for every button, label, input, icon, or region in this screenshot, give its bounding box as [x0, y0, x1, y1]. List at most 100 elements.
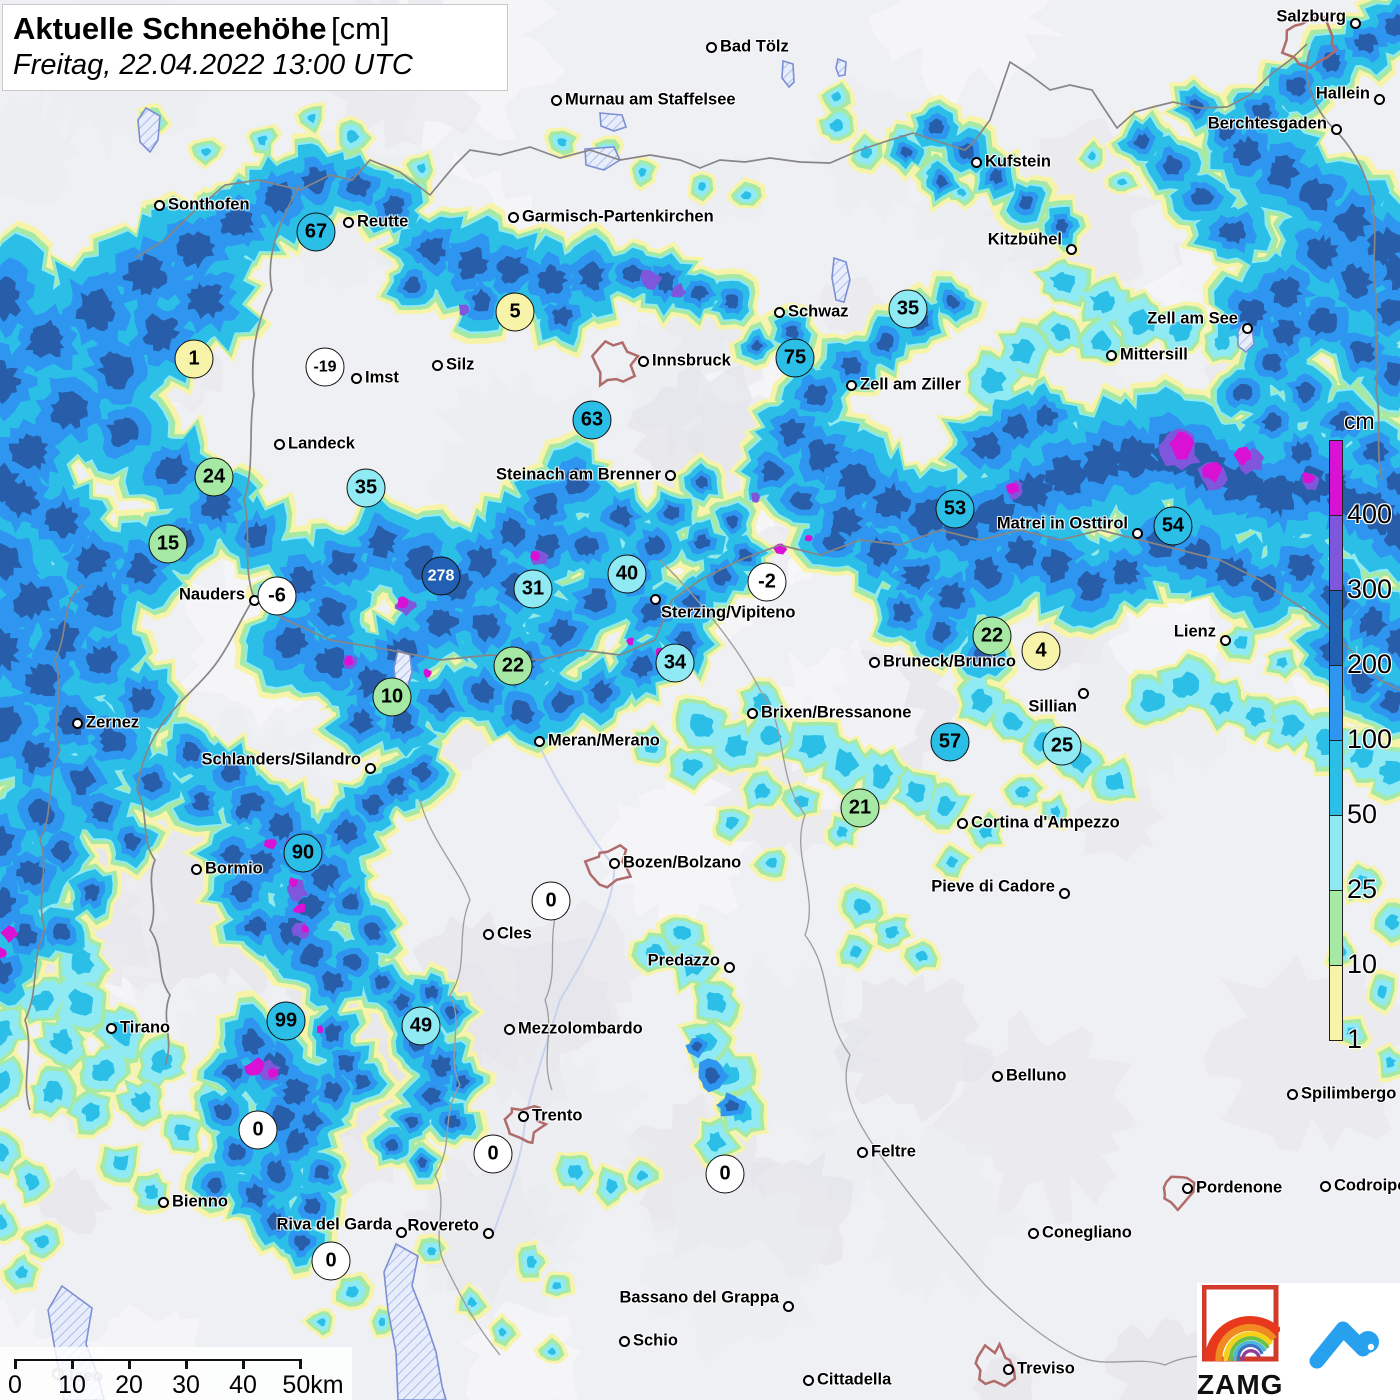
snow-depth-field — [0, 0, 1400, 1364]
city-label: Imst — [365, 368, 399, 387]
city-label: Steinach am Brenner — [495, 465, 661, 484]
rivers — [491, 744, 616, 1239]
station-value-badge: 15 — [148, 524, 188, 564]
city-marker — [856, 1146, 868, 1158]
legend-segment: 10 — [1329, 890, 1377, 979]
station-value-badge: 99 — [266, 1001, 306, 1041]
city-marker — [991, 1070, 1003, 1082]
city-marker — [364, 762, 376, 774]
lake-garda — [383, 1242, 447, 1400]
station-value-badge: 0 — [238, 1110, 278, 1150]
legend: cm 400 300 200 100 50 25 10 1 — [1329, 408, 1392, 1054]
city-marker — [1131, 527, 1143, 539]
scale-bar: 0 10 20 30 40 50km — [0, 1347, 352, 1400]
city-marker — [342, 216, 354, 228]
legend-tick-label: 10 — [1347, 949, 1378, 979]
city-label: Feltre — [871, 1142, 916, 1161]
city-label: Codroipo — [1334, 1176, 1400, 1195]
city-marker — [1373, 93, 1385, 105]
city-label: Bruneck/Brunico — [883, 652, 1016, 671]
city-marker — [1286, 1088, 1298, 1100]
city-marker — [1058, 887, 1070, 899]
city-label: Schwaz — [788, 302, 849, 321]
city-marker — [637, 355, 649, 367]
legend-segment: 100 — [1329, 665, 1392, 754]
city-label: Bad Tölz — [720, 37, 789, 56]
scale-bar-tick — [14, 1359, 17, 1369]
city-marker — [1077, 687, 1089, 699]
city-marker — [350, 372, 362, 384]
city-label: Meran/Merano — [548, 731, 660, 750]
city-label: Murnau am Staffelsee — [565, 90, 736, 109]
legend-tick-label: 400 — [1347, 499, 1393, 529]
station-value-badge: 53 — [935, 489, 975, 529]
lake — [831, 256, 851, 303]
city-marker — [517, 1110, 529, 1122]
legend-tick-label: 200 — [1347, 649, 1393, 679]
city-label: Treviso — [1017, 1359, 1075, 1378]
city-label: Silz — [446, 355, 475, 374]
city-label: Spilimbergo — [1301, 1084, 1397, 1103]
station-value-badge: 278 — [421, 556, 461, 596]
station-value-badge: 22 — [493, 646, 533, 686]
city-label: Zernez — [86, 713, 140, 732]
city-label: Tirano — [120, 1018, 171, 1037]
city-label: Zell am Ziller — [860, 375, 961, 394]
station-value-badge: 21 — [840, 788, 880, 828]
city-marker — [71, 717, 83, 729]
city-label: Nauders — [178, 585, 245, 604]
scale-bar-label: 40 — [229, 1371, 257, 1399]
city-label: Trento — [532, 1106, 583, 1125]
city-label: Belluno — [1006, 1066, 1067, 1085]
station-value-badge: 0 — [311, 1241, 351, 1281]
station-value-badge: 35 — [346, 468, 386, 508]
city-marker — [395, 1226, 407, 1238]
map-subtitle: Freitag, 22.04.2022 13:00 UTC — [13, 49, 413, 81]
station-value-badge: 57 — [930, 722, 970, 762]
city-marker — [970, 156, 982, 168]
city-marker — [618, 1335, 630, 1347]
city-marker — [649, 593, 661, 605]
lake — [781, 59, 795, 89]
city-label: Predazzo — [647, 951, 720, 970]
city-marker — [845, 379, 857, 391]
station-value-badge: 0 — [531, 881, 571, 921]
city-marker — [190, 863, 202, 875]
city-marker — [1241, 322, 1253, 334]
station-value-badge: 67 — [296, 212, 336, 252]
city-marker — [608, 857, 620, 869]
city-marker — [1002, 1363, 1014, 1375]
city-label: Bassano del Grappa — [619, 1288, 779, 1307]
legend-segment: 1 — [1329, 965, 1362, 1054]
city-marker — [802, 1374, 814, 1386]
station-value-badge: 49 — [401, 1006, 441, 1046]
station-value-badge: 75 — [775, 338, 815, 378]
city-marker — [1105, 349, 1117, 361]
city-marker — [1219, 634, 1231, 646]
city-marker — [482, 928, 494, 940]
station-value-badge: 0 — [473, 1134, 513, 1174]
city-label: Innsbruck — [652, 351, 731, 370]
legend-segment: 200 — [1329, 590, 1392, 679]
city-label: Brixen/Bressanone — [761, 703, 912, 722]
scale-bar-label: 50km — [282, 1371, 344, 1399]
legend-unit-label: cm — [1344, 408, 1375, 434]
city-marker — [782, 1300, 794, 1312]
legend-tick-label: 50 — [1347, 799, 1378, 829]
city-label: Schlanders/Silandro — [201, 750, 361, 769]
legend-tick-label: 25 — [1347, 874, 1378, 904]
station-value-badge: 0 — [705, 1154, 745, 1194]
legend-segment: 25 — [1329, 815, 1377, 904]
station-value-badge: 90 — [283, 833, 323, 873]
city-label: Matrei in Osttirol — [996, 514, 1128, 533]
city-marker — [273, 438, 285, 450]
station-value-badge: 31 — [513, 569, 553, 609]
city-label: Conegliano — [1042, 1223, 1132, 1242]
lake — [599, 112, 628, 132]
station-value-badge: 25 — [1042, 726, 1082, 766]
city-marker — [507, 211, 519, 223]
station-value-badge: 22 — [972, 616, 1012, 656]
city-label: Sterzing/Vipiteno — [661, 603, 796, 622]
city-label: Riva del Garda — [276, 1215, 392, 1234]
avalanche-service-logo — [1309, 1321, 1379, 1369]
